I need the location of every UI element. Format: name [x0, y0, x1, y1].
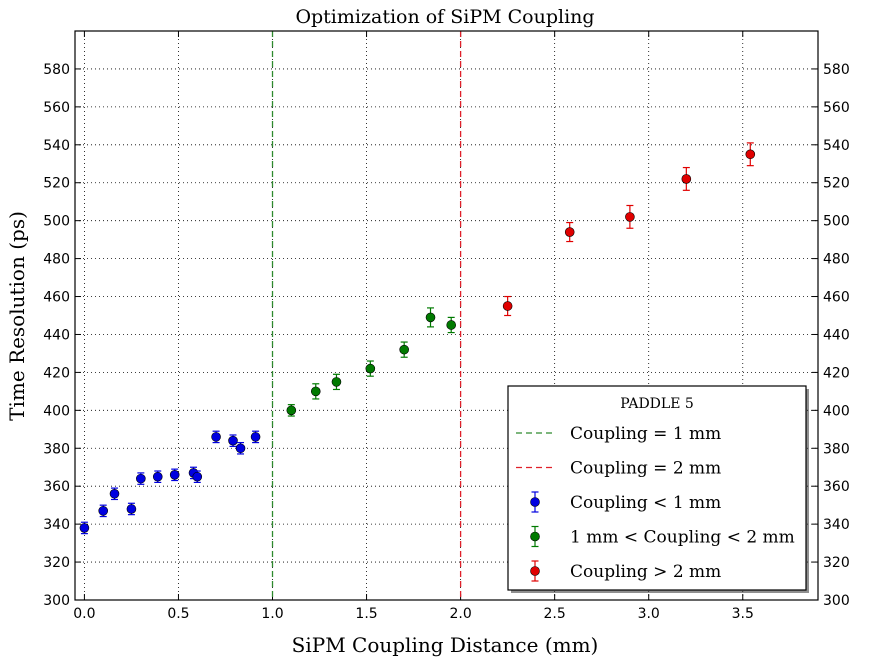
data-point	[310, 386, 321, 397]
y-tick-label: 580	[43, 62, 70, 78]
y-tick-label: 320	[43, 555, 70, 571]
y-tick-label: 300	[43, 593, 70, 609]
data-point	[250, 432, 261, 442]
y-tick-label: 560	[43, 100, 70, 116]
y-tick-label-right: 520	[823, 176, 850, 192]
y-tick-label-right: 500	[823, 214, 850, 230]
legend-marker-swatch	[530, 531, 540, 542]
legend-entry-label: 1 mm < Coupling < 2 mm	[570, 528, 795, 548]
data-point	[365, 363, 376, 374]
y-tick-label-right: 460	[823, 290, 850, 306]
data-point	[169, 470, 180, 480]
x-tick-label: 1.0	[261, 606, 283, 622]
data-point	[564, 227, 575, 237]
y-axis-label: Time Resolution (ps)	[5, 211, 29, 421]
y-tick-label: 380	[43, 441, 70, 457]
y-tick-label: 520	[43, 176, 70, 192]
legend-entry-label: Coupling = 2 mm	[570, 459, 721, 479]
y-tick-label: 480	[43, 252, 70, 268]
y-tick-label: 340	[43, 517, 70, 533]
y-tick-label: 460	[43, 290, 70, 306]
x-tick-label: 2.0	[449, 606, 471, 622]
legend-entry-label: Coupling < 1 mm	[570, 493, 721, 513]
y-tick-label: 360	[43, 479, 70, 495]
y-tick-label-right: 540	[823, 138, 850, 154]
plot-area: 0.0 0.5 1.0 1.5 2.0 2.5 3.0 3.5 300 300 320 320 340 3…	[43, 30, 850, 622]
y-tick-label: 420	[43, 365, 70, 381]
data-point	[745, 149, 756, 160]
x-tick-label: 1.5	[355, 606, 377, 622]
y-tick-label: 500	[43, 214, 70, 230]
data-point	[211, 432, 221, 442]
data-point	[192, 471, 203, 482]
x-axis-label: SiPM Coupling Distance (mm)	[292, 633, 599, 657]
y-tick-label: 440	[43, 327, 70, 343]
y-tick-label-right: 360	[823, 479, 850, 495]
data-point	[109, 488, 120, 499]
y-tick-label-right: 480	[823, 252, 850, 268]
y-tick-label-right: 320	[823, 555, 850, 571]
y-tick-label: 400	[43, 403, 70, 419]
data-point	[331, 377, 342, 387]
y-tick-label-right: 340	[823, 517, 850, 533]
data-point	[502, 301, 513, 311]
data-point	[625, 212, 635, 222]
y-tick-label-right: 300	[823, 593, 850, 609]
y-tick-label-right: 420	[823, 365, 850, 381]
data-point	[79, 523, 90, 533]
y-tick-label-right: 580	[823, 62, 850, 78]
data-point	[126, 504, 137, 514]
data-point	[235, 443, 246, 454]
legend-marker-swatch	[530, 566, 540, 576]
legend-entry-label: Coupling = 1 mm	[570, 424, 721, 444]
y-tick-label: 540	[43, 138, 70, 154]
y-tick-label-right: 400	[823, 403, 850, 419]
y-tick-label-right: 380	[823, 441, 850, 457]
legend-box	[507, 385, 807, 591]
data-point	[425, 312, 436, 323]
y-tick-label-right: 560	[823, 100, 850, 116]
data-point	[286, 405, 297, 416]
plot-frame	[74, 30, 819, 601]
legend-marker-swatch	[530, 497, 540, 507]
data-point	[136, 473, 146, 484]
data-point	[98, 506, 109, 516]
data-point	[446, 320, 457, 330]
data-point	[228, 435, 238, 446]
legend-title: PADDLE 5	[620, 396, 694, 412]
data-point	[152, 471, 163, 482]
chart-title: Optimization of SiPM Coupling	[295, 6, 594, 28]
x-tick-label: 3.0	[638, 606, 660, 622]
x-tick-label: 3.5	[732, 606, 754, 622]
legend-entry-label: Coupling > 2 mm	[570, 562, 721, 582]
data-point	[681, 174, 692, 184]
x-tick-label: 2.5	[544, 606, 566, 622]
y-tick-label-right: 440	[823, 327, 850, 343]
data-point	[399, 344, 409, 355]
x-tick-label: 0.0	[73, 606, 95, 622]
x-tick-label: 0.5	[167, 606, 189, 622]
